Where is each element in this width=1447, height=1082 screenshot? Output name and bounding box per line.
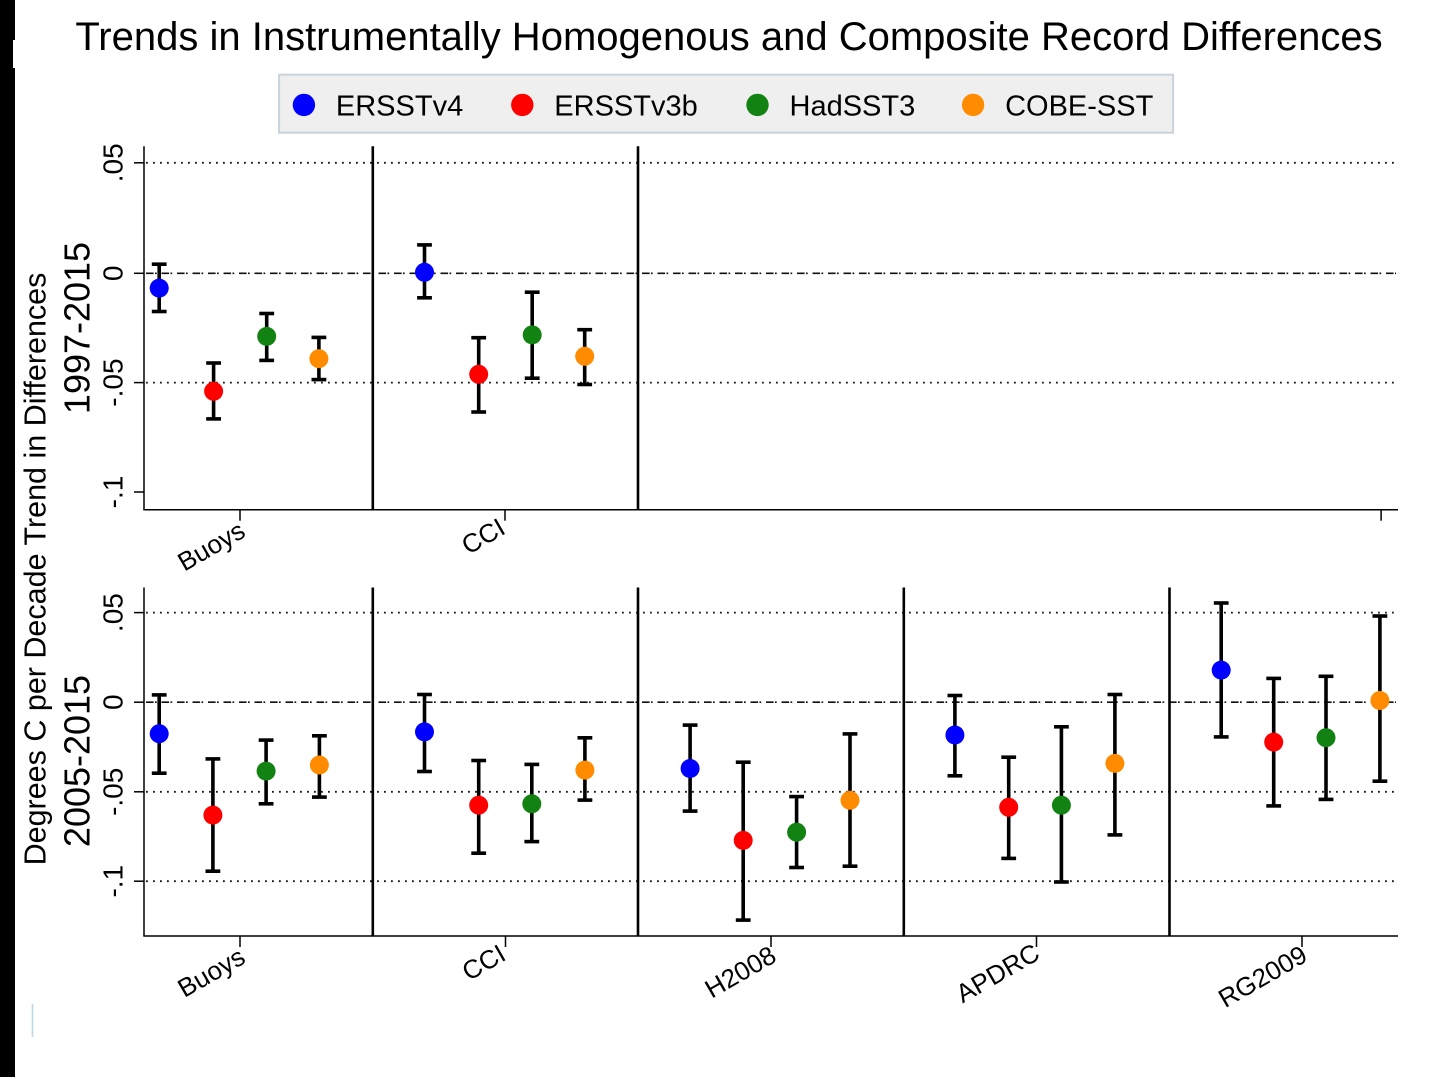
svg-text:1997-2015: 1997-2015 xyxy=(57,242,98,414)
svg-text:-.1: -.1 xyxy=(98,476,129,509)
svg-text:2005-2015: 2005-2015 xyxy=(57,675,98,847)
svg-text:0: 0 xyxy=(98,266,129,282)
svg-text:Trends in Instrumentally Homog: Trends in Instrumentally Homogenous and … xyxy=(75,15,1382,59)
svg-text:.05: .05 xyxy=(98,593,129,632)
svg-text:-.05: -.05 xyxy=(98,768,129,816)
svg-text:0: 0 xyxy=(98,694,129,710)
svg-text:ERSSTv3b: ERSSTv3b xyxy=(554,91,697,123)
svg-text:Degrees C per Decade Trend in: Degrees C per Decade Trend in Difference… xyxy=(19,273,53,866)
svg-text:-.1: -.1 xyxy=(98,865,129,898)
svg-text:COBE-SST: COBE-SST xyxy=(1005,91,1154,123)
svg-text:ERSSTv4: ERSSTv4 xyxy=(336,91,463,123)
svg-text:.05: .05 xyxy=(98,143,129,182)
svg-text:HadSST3: HadSST3 xyxy=(790,91,916,123)
svg-text:-.05: -.05 xyxy=(98,358,129,406)
